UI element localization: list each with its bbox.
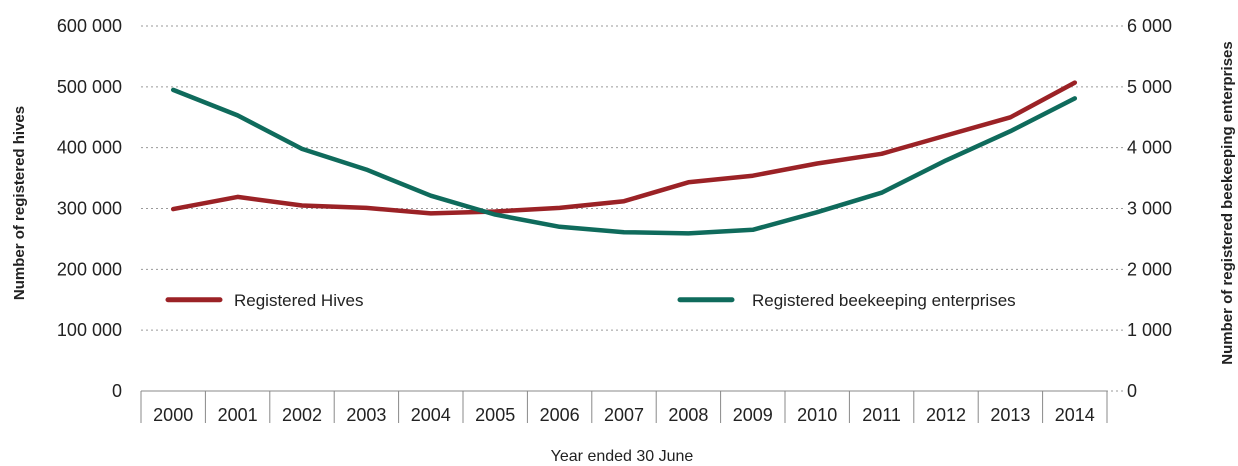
- x-tick-label: 2013: [990, 405, 1030, 425]
- series-group: [170, 80, 1078, 236]
- right-tick-label: 2 000: [1127, 259, 1172, 279]
- x-tick-label: 2008: [668, 405, 708, 425]
- legend-label: Registered beekeeping enterprises: [752, 291, 1016, 310]
- x-tick-label: 2011: [862, 405, 901, 425]
- left-tick-label: 300 000: [57, 199, 122, 219]
- left-axis-title: Number of registered hives: [11, 106, 28, 300]
- x-tick-label: 2002: [282, 405, 322, 425]
- x-tick-label: 2004: [411, 405, 451, 425]
- right-tick-label: 3 000: [1127, 199, 1172, 219]
- left-tick-label: 0: [112, 381, 122, 401]
- left-tick-label: 400 000: [57, 138, 122, 158]
- legend-label: Registered Hives: [234, 291, 363, 310]
- series-line-registered-hives: [170, 80, 1078, 216]
- x-tick-label: 2014: [1055, 405, 1095, 425]
- right-tick-label: 1 000: [1127, 320, 1172, 340]
- x-tick-label: 2009: [733, 405, 773, 425]
- legend: Registered Hives Registered beekeeping en…: [165, 291, 1016, 310]
- x-tick-label: 2006: [540, 405, 580, 425]
- left-tick-label: 100 000: [57, 320, 122, 340]
- right-axis-title: Number of registered beekeeping enterpri…: [1219, 41, 1236, 364]
- x-tick-label: 2005: [475, 405, 515, 425]
- x-tick-label: 2007: [604, 405, 644, 425]
- left-tick-label: 500 000: [57, 77, 122, 97]
- left-axis: 0 100 000 200 000 300 000 400 000 500 000 600 …: [57, 16, 122, 401]
- x-tick-label: 2000: [153, 405, 193, 425]
- x-tick-label: 2012: [926, 405, 966, 425]
- right-tick-label: 0: [1127, 381, 1137, 401]
- left-tick-label: 600 000: [57, 16, 122, 36]
- right-axis: 0 1 000 2 000 3 000 4 000 5 000 6 000: [1127, 16, 1172, 401]
- right-tick-label: 5 000: [1127, 77, 1172, 97]
- series-line-registered-beekeeping-enterprises: [170, 87, 1078, 236]
- right-tick-label: 6 000: [1127, 16, 1172, 36]
- grid: [141, 25, 1123, 392]
- x-axis-title: Year ended 30 June: [551, 448, 694, 465]
- right-tick-label: 4 000: [1127, 138, 1172, 158]
- x-tick-label: 2001: [218, 405, 258, 425]
- left-tick-label: 200 000: [57, 259, 122, 279]
- x-tick-label: 2010: [797, 405, 837, 425]
- x-axis: 2000 2001 2002 2003 2004 2005 2006 2007 2008 2009…: [140, 390, 1108, 425]
- x-tick-label: 2003: [346, 405, 386, 425]
